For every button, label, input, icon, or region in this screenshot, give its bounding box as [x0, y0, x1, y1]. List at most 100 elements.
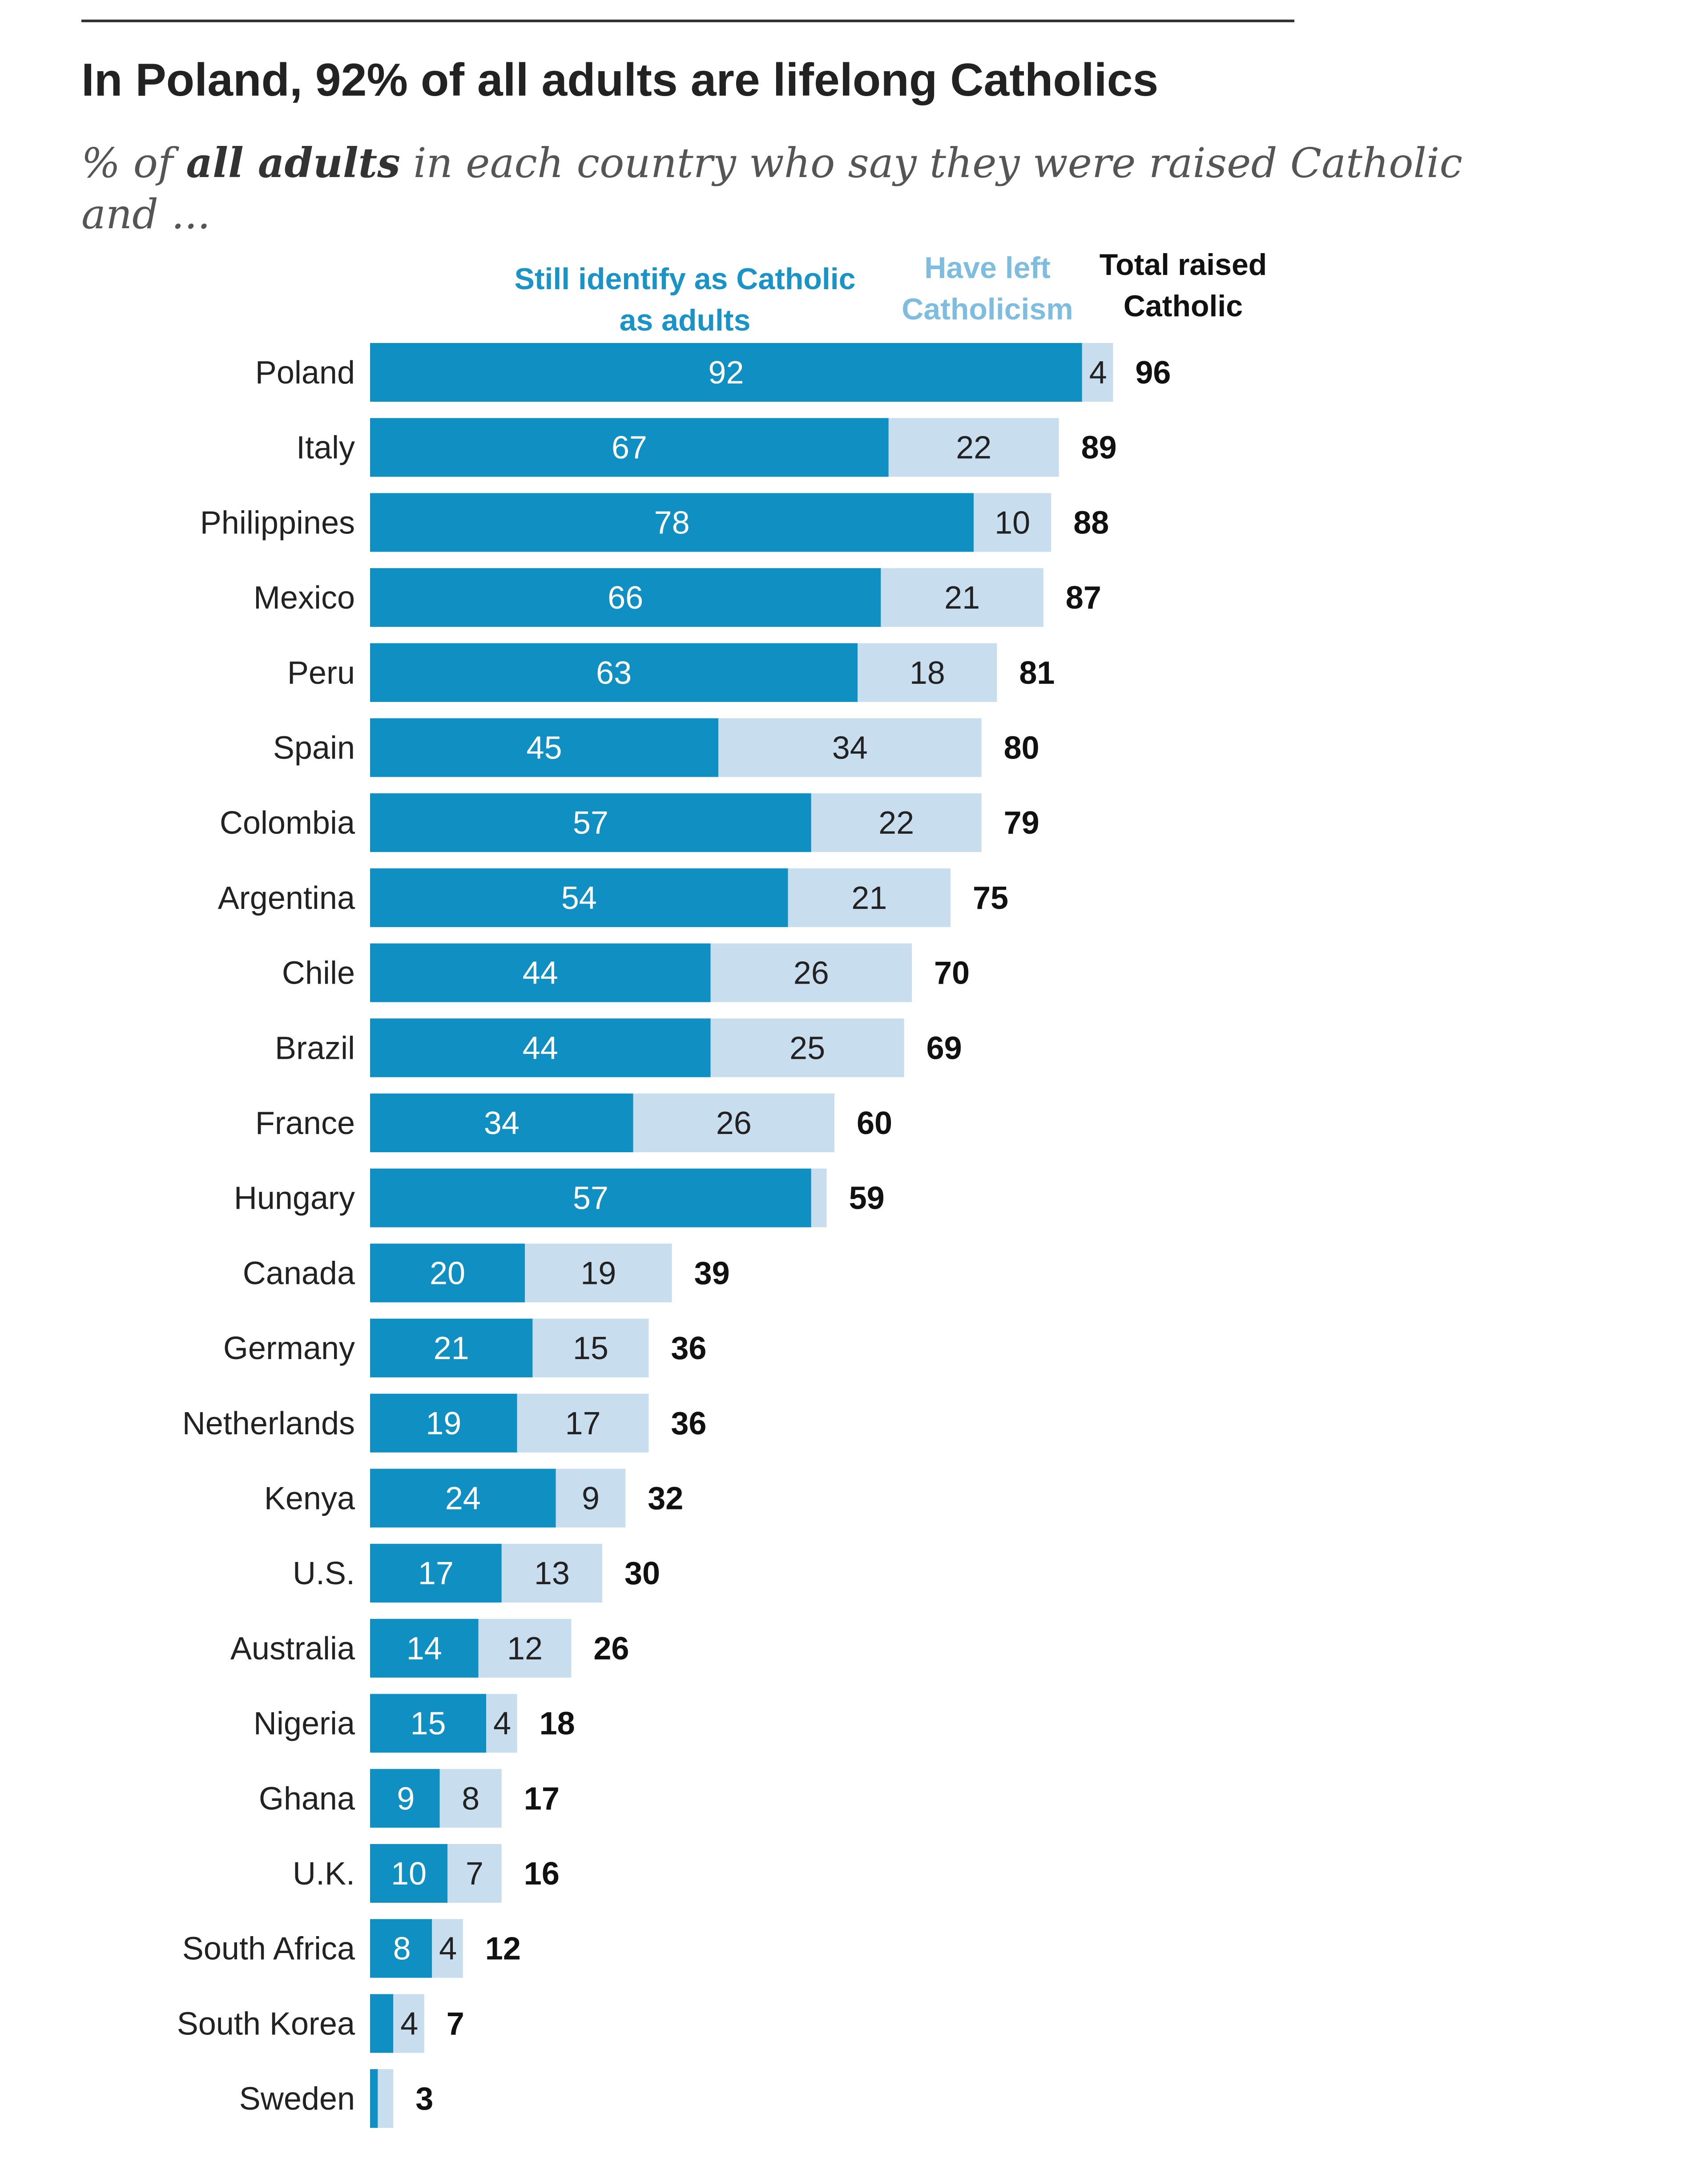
bar-still: [370, 1393, 517, 1453]
still-value-label: 44: [523, 1030, 558, 1066]
still-value-label: 57: [573, 1181, 608, 1216]
total-value-label: 79: [1004, 805, 1039, 841]
bar-left: [888, 418, 1059, 477]
total-value-label: 96: [1135, 355, 1171, 391]
category-label: Sweden: [239, 2081, 355, 2117]
total-value-label: 60: [857, 1106, 892, 1141]
still-value-label: 92: [708, 355, 744, 391]
bar-left: [447, 1844, 502, 1903]
bar-still: [370, 2069, 378, 2128]
still-value-label: 67: [612, 430, 647, 466]
still-value-label: 45: [526, 730, 562, 766]
left-value-label: 15: [573, 1331, 608, 1366]
bar-left: [501, 1544, 602, 1603]
category-label: South Africa: [182, 1931, 355, 1967]
bar-still: [370, 1994, 394, 2053]
bar-still: [370, 943, 711, 1002]
category-label: U.K.: [293, 1856, 355, 1892]
total-value-label: 36: [671, 1406, 706, 1441]
category-label: Poland: [255, 355, 355, 391]
bar-left: [811, 1168, 827, 1227]
total-value-label: 81: [1019, 655, 1055, 691]
category-label: Australia: [230, 1631, 355, 1667]
total-value-label: 87: [1066, 580, 1101, 616]
header-left-line2: Catholicism: [902, 292, 1073, 326]
bar-still: [370, 793, 811, 852]
bar-still: [370, 418, 889, 477]
bar-left: [517, 1393, 649, 1453]
bar-left: [633, 1094, 834, 1152]
bar-still: [370, 1243, 525, 1303]
bar-still: [370, 1919, 432, 1978]
bar-left: [556, 1469, 626, 1528]
category-label: France: [255, 1106, 355, 1141]
bar-still: [370, 1319, 533, 1378]
total-value-label: 12: [485, 1931, 521, 1967]
column-headers: Still identify as Catholic as adults Hav…: [514, 248, 1267, 337]
subtitle-prefix: % of: [81, 139, 186, 187]
left-value-label: 4: [1089, 355, 1107, 391]
left-value-label: 8: [462, 1781, 479, 1816]
bar-left: [718, 718, 982, 777]
still-value-label: 20: [430, 1255, 465, 1291]
total-value-label: 16: [524, 1856, 560, 1892]
category-label: Canada: [243, 1255, 355, 1291]
total-value-label: 39: [694, 1255, 730, 1291]
total-value-label: 70: [934, 956, 970, 991]
bar-left: [478, 1618, 572, 1678]
total-value-label: 89: [1081, 430, 1117, 466]
bar-still: [370, 1694, 486, 1753]
left-value-label: 4: [493, 1706, 511, 1742]
bar-left: [525, 1243, 672, 1303]
bar-still: [370, 1769, 440, 1828]
category-label: Netherlands: [182, 1406, 355, 1441]
category-label: Nigeria: [254, 1706, 355, 1742]
total-value-label: 36: [671, 1331, 706, 1366]
still-value-label: 66: [608, 580, 643, 616]
left-value-label: 22: [956, 430, 991, 466]
bar-still: [370, 718, 718, 777]
category-label: Peru: [287, 655, 355, 691]
still-value-label: 44: [523, 956, 558, 991]
left-value-label: 22: [878, 805, 914, 841]
total-value-label: 30: [624, 1556, 660, 1591]
still-value-label: 34: [484, 1106, 520, 1141]
still-value-label: 54: [561, 880, 597, 916]
bar-still: [370, 1469, 556, 1528]
still-value-label: 14: [407, 1631, 442, 1667]
bar-left: [858, 643, 997, 702]
bar-still: [370, 1094, 633, 1152]
bar-still: [370, 568, 881, 627]
still-value-label: 19: [426, 1406, 461, 1441]
category-label: Hungary: [234, 1181, 355, 1216]
category-label: Argentina: [218, 880, 355, 916]
total-value-label: 18: [540, 1706, 575, 1742]
category-label: Brazil: [275, 1030, 355, 1066]
header-total-line1: Total raised: [1100, 248, 1267, 282]
bar-left: [439, 1769, 502, 1828]
bar-left: [710, 943, 912, 1002]
bar-still: [370, 343, 1082, 402]
category-label: Kenya: [264, 1481, 355, 1517]
left-value-label: 4: [439, 1931, 457, 1967]
left-value-label: 9: [582, 1481, 600, 1517]
total-value-label: 17: [524, 1781, 560, 1816]
bar-still: [370, 493, 974, 552]
header-still-line2: as adults: [620, 303, 751, 337]
total-value-label: 32: [648, 1481, 683, 1517]
still-value-label: 8: [393, 1931, 411, 1967]
bar-left: [1082, 343, 1113, 402]
bar-left: [393, 1994, 424, 2053]
bar-still: [370, 868, 788, 927]
subtitle-rest: in each country who say they were raised…: [400, 139, 1462, 187]
bar-still: [370, 1618, 479, 1678]
category-label: Chile: [282, 956, 355, 991]
still-value-label: 78: [654, 505, 690, 541]
left-value-label: 17: [565, 1406, 600, 1441]
category-label: U.S.: [293, 1556, 355, 1591]
left-value-label: 18: [910, 655, 945, 691]
bar-still: [370, 1544, 502, 1603]
bar-left: [881, 568, 1043, 627]
left-value-label: 26: [716, 1106, 752, 1141]
